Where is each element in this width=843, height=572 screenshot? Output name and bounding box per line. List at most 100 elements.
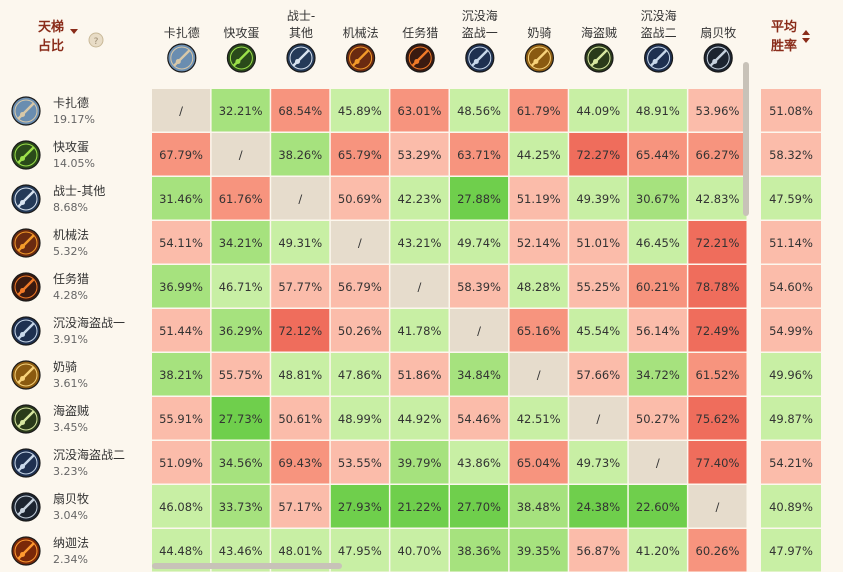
heatmap-cell[interactable]: 50.26% [330, 309, 389, 352]
row-header[interactable]: 沉没海盗战二 3.23% [11, 447, 125, 478]
heatmap-cell[interactable]: 63.01% [390, 89, 449, 132]
caret-down-icon[interactable] [70, 29, 78, 34]
heatmap-cell[interactable]: 51.09% [152, 441, 211, 484]
heatmap-cell[interactable]: 34.21% [211, 221, 270, 264]
heatmap-cell[interactable]: 39.79% [390, 441, 449, 484]
heatmap-cell[interactable]: 65.04% [509, 441, 568, 484]
heatmap-cell[interactable]: 75.62% [688, 397, 747, 440]
heatmap-cell[interactable]: 50.61% [271, 397, 330, 440]
heatmap-cell[interactable]: 38.48% [509, 485, 568, 528]
heatmap-cell[interactable]: 52.14% [509, 221, 568, 264]
heatmap-cell[interactable]: 44.09% [569, 89, 628, 132]
heatmap-cell[interactable]: 22.60% [628, 485, 687, 528]
heatmap-cell[interactable]: 30.67% [628, 177, 687, 220]
heatmap-cell[interactable]: 56.79% [330, 265, 389, 308]
heatmap-cell[interactable]: 38.26% [271, 133, 330, 176]
row-header[interactable]: 奶骑 3.61% [11, 360, 88, 390]
heatmap-cell[interactable]: 27.93% [330, 485, 389, 528]
heatmap-cell[interactable]: 27.88% [450, 177, 509, 220]
column-header[interactable]: 战士- 其他 [286, 9, 316, 73]
heatmap-cell[interactable]: 53.29% [390, 133, 449, 176]
heatmap-cell[interactable]: 34.72% [628, 353, 687, 396]
avg-winrate-cell[interactable]: 54.21% [761, 441, 821, 484]
heatmap-cell[interactable]: 56.14% [628, 309, 687, 352]
heatmap-cell[interactable]: 36.29% [211, 309, 270, 352]
heatmap-cell[interactable]: 42.83% [688, 177, 747, 220]
heatmap-cell[interactable]: / [390, 265, 449, 308]
heatmap-cell[interactable]: / [330, 221, 389, 264]
row-header[interactable]: 海盗贼 3.45% [11, 403, 89, 434]
heatmap-cell[interactable]: 63.71% [450, 133, 509, 176]
heatmap-cell[interactable]: 46.71% [211, 265, 270, 308]
heatmap-cell[interactable]: 42.23% [390, 177, 449, 220]
heatmap-cell[interactable]: 57.17% [271, 485, 330, 528]
row-header[interactable]: 快攻蛋 14.05% [11, 140, 95, 170]
heatmap-cell[interactable]: 27.70% [450, 485, 509, 528]
column-header[interactable]: 沉没海盗战二 [641, 8, 677, 73]
row-header[interactable]: 纳迦法 2.34% [11, 536, 89, 566]
heatmap-cell[interactable]: 72.49% [688, 309, 747, 352]
avg-winrate-cell[interactable]: 51.14% [761, 221, 821, 264]
heatmap-cell[interactable]: 72.21% [688, 221, 747, 264]
row-header[interactable]: 任务猎 4.28% [11, 271, 89, 302]
heatmap-cell[interactable]: 48.28% [509, 265, 568, 308]
heatmap-cell[interactable]: 50.69% [330, 177, 389, 220]
heatmap-cell[interactable]: 41.78% [390, 309, 449, 352]
heatmap-cell[interactable]: / [628, 441, 687, 484]
heatmap-cell[interactable]: / [450, 309, 509, 352]
heatmap-cell[interactable]: 54.46% [450, 397, 509, 440]
avg-winrate-cell[interactable]: 49.96% [761, 353, 821, 396]
heatmap-cell[interactable]: 27.73% [211, 397, 270, 440]
row-header[interactable]: 卡扎德 19.17% [11, 95, 95, 126]
row-header[interactable]: 沉没海盗战一 3.91% [11, 315, 125, 346]
heatmap-cell[interactable]: 48.91% [628, 89, 687, 132]
heatmap-cell[interactable]: 32.21% [211, 89, 270, 132]
heatmap-cell[interactable]: 53.96% [688, 89, 747, 132]
heatmap-cell[interactable]: / [271, 177, 330, 220]
avg-winrate-cell[interactable]: 51.08% [761, 89, 821, 132]
heatmap-cell[interactable]: 55.75% [211, 353, 270, 396]
question-circle-icon[interactable]: ? [88, 32, 104, 48]
heatmap-cell[interactable]: 72.12% [271, 309, 330, 352]
heatmap-cell[interactable]: 31.46% [152, 177, 211, 220]
heatmap-cell[interactable]: 69.43% [271, 441, 330, 484]
column-header[interactable]: 扇贝牧 [700, 25, 736, 73]
heatmap-cell[interactable]: 57.66% [569, 353, 628, 396]
heatmap-cell[interactable]: 46.45% [628, 221, 687, 264]
heatmap-cell[interactable]: / [211, 133, 270, 176]
horizontal-scrollbar-thumb[interactable] [152, 563, 342, 569]
heatmap-cell[interactable]: 34.56% [211, 441, 270, 484]
row-header[interactable]: 机械法 5.32% [11, 227, 89, 258]
avg-winrate-cell[interactable]: 58.32% [761, 133, 821, 176]
heatmap-cell[interactable]: 33.73% [211, 485, 270, 528]
column-header[interactable]: 沉没海盗战一 [462, 8, 498, 73]
vertical-scrollbar-thumb[interactable] [743, 62, 749, 216]
column-header[interactable]: 奶骑 [524, 26, 555, 73]
heatmap-cell[interactable]: / [569, 397, 628, 440]
row-header[interactable]: 战士-其他 8.68% [11, 184, 105, 214]
heatmap-cell[interactable]: 61.52% [688, 353, 747, 396]
heatmap-cell[interactable]: 67.79% [152, 133, 211, 176]
right-header[interactable]: 平均 胜率 [771, 19, 810, 54]
heatmap-cell[interactable]: 65.79% [330, 133, 389, 176]
heatmap-cell[interactable]: 43.21% [390, 221, 449, 264]
avg-winrate-cell[interactable]: 54.99% [761, 309, 821, 352]
heatmap-cell[interactable]: 41.20% [628, 529, 687, 572]
heatmap-cell[interactable]: 54.11% [152, 221, 211, 264]
heatmap-cell[interactable]: 51.44% [152, 309, 211, 352]
avg-winrate-cell[interactable]: 49.87% [761, 397, 821, 440]
heatmap-cell[interactable]: 77.40% [688, 441, 747, 484]
column-header[interactable]: 海盗贼 [581, 25, 617, 73]
heatmap-cell[interactable]: 51.01% [569, 221, 628, 264]
heatmap-cell[interactable]: 38.36% [450, 529, 509, 572]
heatmap-cell[interactable]: 78.78% [688, 265, 747, 308]
heatmap-cell[interactable]: / [152, 89, 211, 132]
avg-winrate-cell[interactable]: 47.97% [761, 529, 821, 572]
column-header[interactable]: 卡扎德 [164, 25, 200, 73]
heatmap-cell[interactable]: 47.86% [330, 353, 389, 396]
heatmap-cell[interactable]: 45.54% [569, 309, 628, 352]
heatmap-cell[interactable]: / [688, 485, 747, 528]
heatmap-cell[interactable]: 49.31% [271, 221, 330, 264]
heatmap-cell[interactable]: 48.81% [271, 353, 330, 396]
heatmap-cell[interactable]: 56.87% [569, 529, 628, 572]
